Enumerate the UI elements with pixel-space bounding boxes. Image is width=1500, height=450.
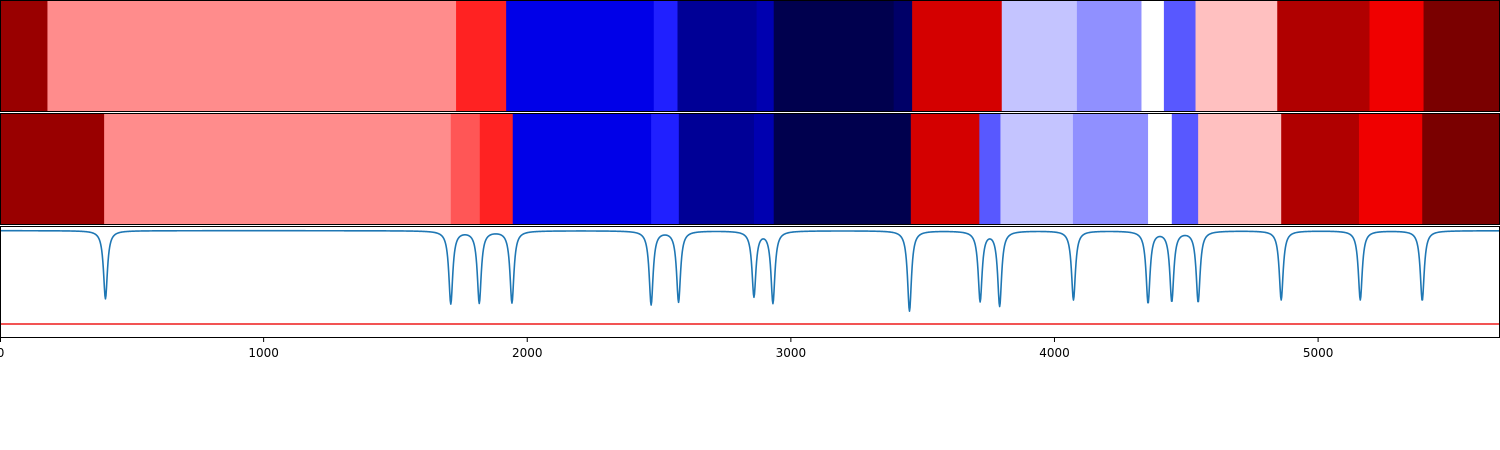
segment: [1148, 113, 1173, 225]
x-tick-label: 5000: [1303, 346, 1334, 360]
segment: [1277, 0, 1371, 112]
segment: [651, 113, 680, 225]
segment: [678, 113, 755, 225]
segment: [1281, 113, 1360, 225]
segment: [47, 0, 457, 112]
x-axis: 0 1000 2000 3000 4000 5000: [0, 338, 1333, 360]
signal-line: [0, 229, 1500, 312]
track-2: [0, 113, 1500, 225]
x-tick-label: 2000: [512, 346, 543, 360]
segment: [506, 0, 655, 112]
segment: [893, 0, 913, 112]
segment: [1358, 113, 1423, 225]
segment: [1141, 0, 1165, 112]
segment: [512, 113, 652, 225]
segment: [1369, 0, 1425, 112]
segment-tracks: [0, 0, 1500, 225]
segment: [910, 113, 980, 225]
segment: [773, 113, 912, 225]
segment: [753, 113, 775, 225]
x-tick-label: 4000: [1039, 346, 1070, 360]
segment: [104, 113, 452, 225]
segment: [756, 0, 775, 112]
track-1: [0, 0, 1500, 112]
segment: [979, 113, 1002, 225]
segment: [677, 0, 758, 112]
x-tick-label: 1000: [248, 346, 279, 360]
segment: [1422, 113, 1500, 225]
segment: [773, 0, 895, 112]
segment: [479, 113, 514, 225]
segment: [1171, 113, 1199, 225]
segment: [0, 0, 49, 112]
segment: [1000, 113, 1074, 225]
segment: [0, 113, 105, 225]
segment: [1072, 113, 1149, 225]
segment: [1195, 0, 1278, 112]
segment: [1001, 0, 1078, 112]
segment: [1423, 0, 1500, 112]
segment: [1163, 0, 1197, 112]
segment: [1076, 0, 1143, 112]
x-tick-label: 3000: [776, 346, 807, 360]
segment: [912, 0, 1003, 112]
segment: [456, 0, 507, 112]
segment: [1198, 113, 1282, 225]
signal-panel: [0, 229, 1500, 325]
x-tick-label: 0: [0, 346, 4, 360]
segment: [450, 113, 481, 225]
segment: [653, 0, 679, 112]
